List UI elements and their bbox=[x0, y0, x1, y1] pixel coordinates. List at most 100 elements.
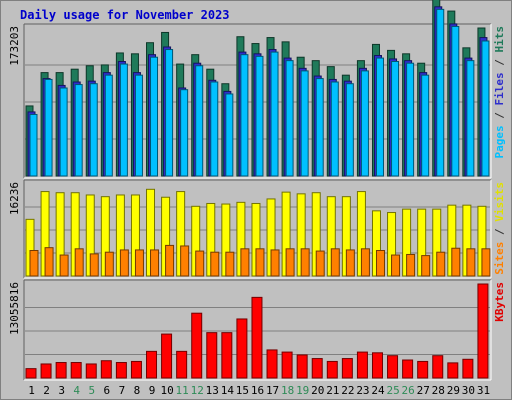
bar-kbytes-day-31 bbox=[477, 283, 489, 379]
bar-sites-day-17 bbox=[270, 249, 280, 277]
bar-sites-day-14 bbox=[225, 251, 235, 277]
bar-sites-day-15 bbox=[240, 248, 250, 277]
x-tick-label: 4 bbox=[73, 384, 80, 397]
bar-kbytes-day-6 bbox=[100, 360, 112, 379]
bar-pages-day-27 bbox=[421, 74, 430, 177]
x-tick-label: 7 bbox=[119, 384, 126, 397]
bar-kbytes-day-22 bbox=[341, 358, 353, 379]
bar-sites-day-4 bbox=[74, 248, 84, 277]
bar-pages-day-25 bbox=[391, 60, 400, 177]
bar-sites-day-1 bbox=[29, 250, 39, 277]
x-tick-label: 30 bbox=[462, 384, 475, 397]
x-tick-label: 21 bbox=[326, 384, 339, 397]
bar-kbytes-day-5 bbox=[85, 363, 97, 379]
x-tick-label: 3 bbox=[58, 384, 65, 397]
bar-kbytes-day-27 bbox=[417, 360, 429, 379]
bar-kbytes-day-26 bbox=[402, 359, 414, 379]
bar-kbytes-day-12 bbox=[191, 312, 203, 379]
bar-kbytes-day-10 bbox=[161, 333, 173, 379]
bar-pages-day-9 bbox=[150, 56, 159, 177]
bar-sites-day-22 bbox=[345, 249, 355, 277]
bar-sites-day-27 bbox=[421, 255, 431, 277]
bar-kbytes-day-20 bbox=[311, 358, 323, 379]
bar-pages-day-7 bbox=[119, 63, 128, 177]
bar-pages-day-19 bbox=[300, 70, 309, 177]
x-tick-label: 17 bbox=[266, 384, 279, 397]
x-tick-label: 10 bbox=[160, 384, 173, 397]
panel-top: 173203 Pages / Files / Hits bbox=[8, 0, 506, 179]
bar-pages-day-10 bbox=[165, 49, 174, 177]
bar-sites-day-31 bbox=[481, 248, 491, 277]
bar-pages-day-4 bbox=[74, 84, 83, 177]
bar-sites-day-10 bbox=[165, 244, 175, 277]
bar-kbytes-day-18 bbox=[281, 351, 293, 379]
bar-kbytes-day-3 bbox=[55, 362, 67, 379]
x-tick-label: 25 bbox=[386, 384, 399, 397]
legend-entry: Sites bbox=[493, 242, 506, 275]
bar-sites-day-12 bbox=[195, 250, 205, 277]
bar-sites-day-19 bbox=[300, 248, 310, 277]
bar-pages-day-11 bbox=[180, 89, 189, 177]
bar-kbytes-day-28 bbox=[432, 355, 444, 379]
bar-sites-day-7 bbox=[119, 249, 129, 277]
panel-top-legend: Pages / Files / Hits bbox=[493, 26, 506, 159]
bar-kbytes-day-30 bbox=[462, 358, 474, 379]
bar-pages-day-13 bbox=[210, 81, 219, 177]
x-tick-label: 13 bbox=[206, 384, 219, 397]
bar-sites-day-2 bbox=[44, 247, 54, 277]
x-tick-label: 6 bbox=[104, 384, 111, 397]
bar-pages-day-21 bbox=[330, 81, 339, 177]
bar-sites-day-11 bbox=[180, 245, 190, 277]
bar-pages-day-3 bbox=[59, 87, 68, 177]
bar-kbytes-day-1 bbox=[25, 368, 37, 379]
x-tick-label: 14 bbox=[221, 384, 235, 397]
x-tick-label: 27 bbox=[417, 384, 430, 397]
bar-pages-day-31 bbox=[481, 40, 490, 177]
bar-kbytes-day-25 bbox=[387, 355, 399, 379]
bar-sites-day-3 bbox=[59, 254, 69, 277]
x-tick-label: 29 bbox=[447, 384, 460, 397]
bar-kbytes-day-11 bbox=[176, 350, 188, 379]
legend-entry: Files bbox=[493, 72, 506, 105]
bar-pages-day-2 bbox=[44, 78, 53, 177]
bar-kbytes-day-9 bbox=[146, 350, 158, 379]
x-tick-label: 31 bbox=[477, 384, 490, 397]
bar-pages-day-17 bbox=[270, 51, 279, 177]
x-tick-label: 23 bbox=[356, 384, 369, 397]
x-tick-label: 8 bbox=[134, 384, 141, 397]
bar-kbytes-day-23 bbox=[356, 351, 368, 379]
x-tick-label: 15 bbox=[236, 384, 249, 397]
legend-entry: Pages bbox=[493, 125, 506, 158]
bar-sites-day-26 bbox=[406, 253, 416, 277]
x-tick-label: 19 bbox=[296, 384, 309, 397]
bar-sites-day-13 bbox=[210, 251, 220, 277]
bar-kbytes-day-15 bbox=[236, 318, 248, 379]
x-tick-label: 26 bbox=[402, 384, 415, 397]
bar-pages-day-14 bbox=[225, 93, 234, 177]
bar-pages-day-30 bbox=[466, 60, 475, 177]
panel-top-ymax-label: 173203 bbox=[8, 26, 21, 66]
bar-pages-day-23 bbox=[360, 70, 369, 177]
panel-mid-ymax-label: 16236 bbox=[8, 182, 21, 215]
bar-kbytes-day-13 bbox=[206, 332, 218, 379]
legend-entry: Hits bbox=[493, 26, 506, 53]
bar-pages-day-18 bbox=[285, 60, 294, 177]
x-tick-label: 5 bbox=[88, 384, 95, 397]
bar-sites-day-25 bbox=[391, 254, 401, 277]
panel-bot: 13055816 KBytes bbox=[8, 279, 506, 381]
x-tick-label: 20 bbox=[311, 384, 324, 397]
bar-kbytes-day-19 bbox=[296, 354, 308, 379]
bar-kbytes-day-4 bbox=[70, 362, 82, 379]
legend-entry: Visits bbox=[493, 182, 506, 222]
x-tick-label: 18 bbox=[281, 384, 294, 397]
bar-pages-day-6 bbox=[104, 74, 113, 177]
bar-sites-day-29 bbox=[451, 247, 461, 277]
bar-sites-day-24 bbox=[375, 250, 385, 277]
bar-sites-day-8 bbox=[134, 249, 144, 277]
bar-pages-day-8 bbox=[134, 74, 143, 177]
chart-title: Daily usage for November 2023 bbox=[20, 8, 230, 22]
bar-sites-day-23 bbox=[360, 248, 370, 277]
x-tick-label: 2 bbox=[43, 384, 50, 397]
bar-sites-day-9 bbox=[150, 249, 160, 277]
